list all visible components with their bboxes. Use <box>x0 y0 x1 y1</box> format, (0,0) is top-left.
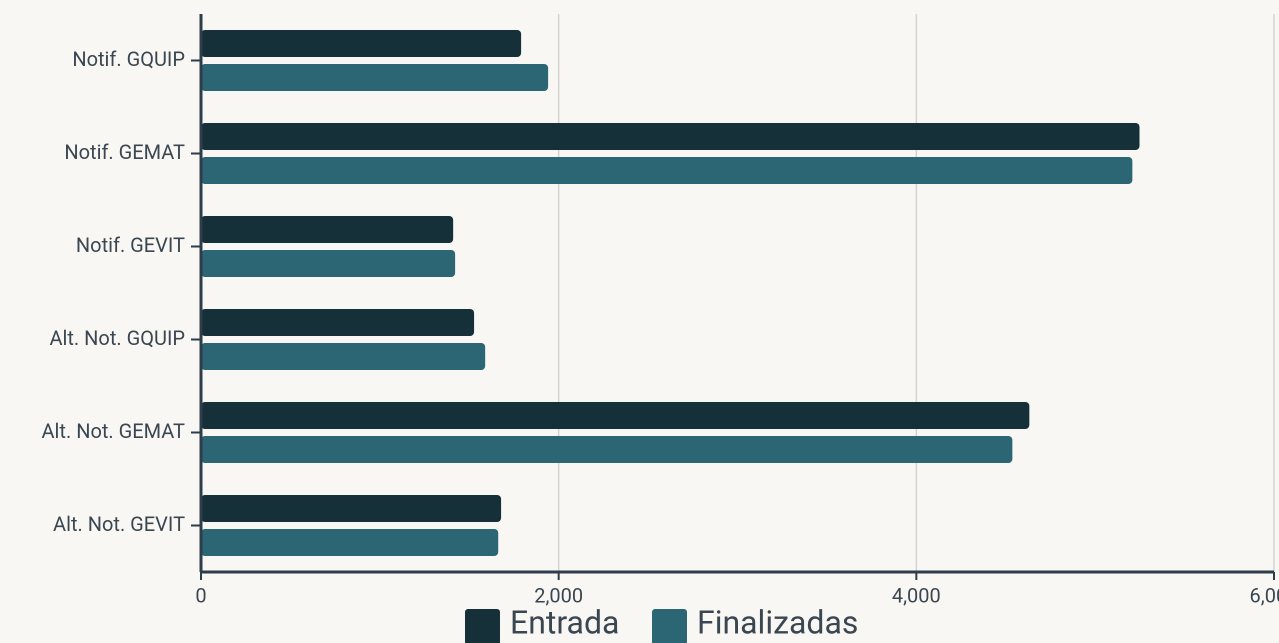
y-tick-label: Notif. GEMAT <box>64 140 185 164</box>
y-tick-label: Notif. GQUIP <box>72 47 185 71</box>
bar <box>201 529 499 556</box>
bar <box>201 216 454 243</box>
bar <box>201 343 486 370</box>
bar <box>201 157 1133 184</box>
legend-label: Finalizadas <box>697 603 858 641</box>
x-tick-label: 2,000 <box>534 583 583 607</box>
bar <box>201 402 1030 429</box>
x-tick-label: 6,000 <box>1250 583 1279 607</box>
bar <box>201 436 1013 463</box>
bar <box>201 123 1140 150</box>
legend-swatch <box>465 609 500 643</box>
bar <box>201 30 522 57</box>
legend-label: Entrada <box>510 603 619 641</box>
y-tick-label: Alt. Not. GEMAT <box>42 419 186 443</box>
x-tick-label: 0 <box>195 583 206 607</box>
bar <box>201 64 549 91</box>
x-tick-label: 4,000 <box>892 583 941 607</box>
bar <box>201 250 456 277</box>
y-tick-label: Notif. GEVIT <box>76 233 185 257</box>
y-tick-label: Alt. Not. GEVIT <box>53 512 185 536</box>
bar <box>201 309 475 336</box>
y-tick-label: Alt. Not. GQUIP <box>49 326 185 350</box>
legend-swatch <box>652 609 687 643</box>
bar <box>201 495 502 522</box>
